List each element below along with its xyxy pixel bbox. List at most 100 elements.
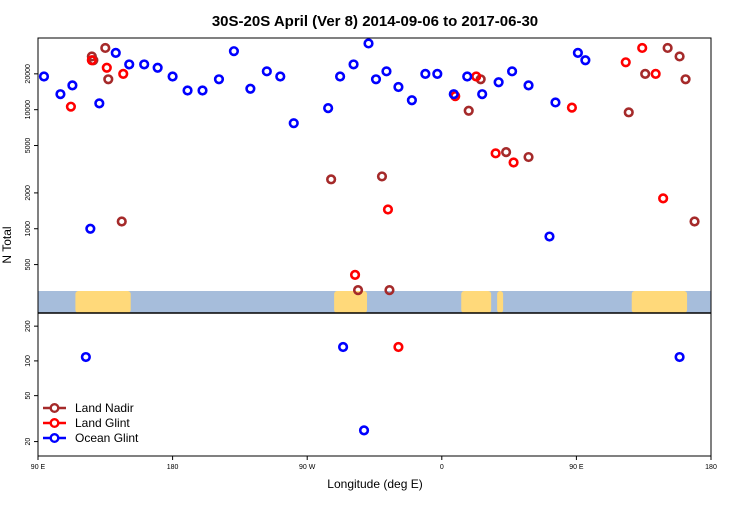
ocean_glint-point [94, 98, 105, 109]
y-tick-label: 500 [25, 259, 32, 271]
land_nadir-point [640, 68, 651, 79]
ocean_glint-point [337, 341, 349, 353]
land_glint-point [658, 193, 669, 204]
ocean_glint-point [67, 80, 78, 91]
ocean_glint-point [213, 74, 225, 85]
land_glint-point [393, 341, 404, 353]
ocean_glint-point [674, 351, 685, 363]
y-tick-label: 20000 [25, 64, 32, 84]
ocean_glint-point [363, 38, 374, 49]
ocean_glint-point [228, 46, 240, 57]
land-band [461, 291, 492, 313]
ocean_glint-point [406, 95, 417, 106]
land_glint-point [382, 204, 394, 215]
land-ocean-band [38, 291, 711, 313]
ocean_glint-point [335, 71, 346, 82]
land_glint-point [101, 62, 112, 73]
x-tick-label: 0 [440, 464, 444, 471]
ocean_glint-point [506, 66, 518, 77]
legend-marker [49, 418, 60, 429]
ocean_glint-point [80, 351, 91, 363]
ocean_glint-point [370, 74, 382, 85]
ocean_glint-point [110, 47, 121, 58]
land_nadir-point [86, 51, 97, 62]
land_nadir-point [662, 42, 673, 54]
land_glint-point [620, 57, 631, 68]
legend-label: Land Glint [75, 416, 130, 430]
land_nadir-point [623, 107, 634, 118]
ocean_glint-point [288, 118, 299, 129]
ocean_glint-point [462, 71, 473, 82]
legend-label: Ocean Glint [75, 431, 139, 445]
land_nadir-point [463, 105, 474, 116]
land_glint-point [349, 269, 361, 280]
ocean_glint-point [477, 89, 488, 100]
ocean-band [38, 291, 711, 313]
land_glint-point [508, 157, 519, 168]
y-tick-label: 5000 [25, 138, 32, 154]
ocean_glint-point [323, 103, 334, 114]
ocean_glint-point [152, 62, 163, 73]
data-points [38, 38, 700, 436]
land_glint-point [490, 148, 501, 159]
x-tick-label: 90 E [31, 464, 46, 471]
plot-frame [37, 37, 712, 457]
land_glint-point [650, 68, 661, 79]
ocean_glint-point [261, 66, 272, 77]
y-tick-label: 10000 [25, 100, 32, 120]
land-band [631, 291, 688, 313]
land_glint-point [566, 102, 578, 113]
ocean_glint-point [523, 80, 534, 91]
y-tick-label: 200 [25, 320, 32, 332]
ocean_glint-point [381, 66, 392, 77]
ocean_glint-point [448, 89, 459, 100]
land_nadir-point [689, 216, 700, 227]
land-band [497, 291, 504, 313]
y-tick-label: 100 [25, 355, 32, 367]
ocean_glint-point [275, 71, 286, 82]
ocean_glint-point [348, 59, 359, 70]
land_glint-point [65, 101, 77, 112]
chart-title: 30S-20S April (Ver 8) 2014-09-06 to 2017… [212, 13, 538, 30]
x-tick-label: 180 [167, 464, 179, 471]
land_glint-point [471, 71, 482, 82]
land_nadir-point [326, 174, 337, 185]
land_nadir-point [352, 285, 364, 296]
y-tick-label: 20 [25, 438, 32, 446]
land_nadir-point [674, 51, 685, 62]
land_glint-point [637, 42, 648, 54]
land_glint-point [118, 68, 129, 79]
y-axis-label: N Total [0, 226, 14, 263]
ocean_glint-point [139, 59, 150, 70]
land_glint-point [86, 55, 97, 66]
axes: 90 E 180 90 W 0 90 E 180 500 1000 2000 5000 10000 2… [25, 37, 717, 471]
legend-label: Land Nadir [75, 401, 134, 415]
ocean_glint-point [85, 223, 96, 234]
ocean_glint-point [493, 77, 504, 88]
land_nadir-point [523, 151, 534, 163]
land_nadir-point [103, 74, 114, 85]
land_nadir-point [100, 42, 111, 54]
ocean_glint-point [38, 71, 50, 82]
ocean_glint-point [124, 59, 135, 70]
ocean_glint-point [55, 89, 66, 100]
x-tick-label: 180 [705, 464, 717, 471]
y-tick-label: 2000 [25, 185, 32, 201]
land_nadir-point [680, 74, 691, 85]
x-tick-label: 90 W [299, 464, 316, 471]
ocean_glint-point [197, 85, 208, 96]
ocean_glint-point [393, 81, 404, 93]
ocean_glint-point [572, 47, 583, 58]
land-band [334, 291, 368, 313]
ocean_glint-point [245, 83, 256, 94]
ocean_glint-point [550, 97, 561, 108]
ocean_glint-point [432, 68, 443, 79]
legend-marker [49, 433, 60, 444]
ocean_glint-point [167, 71, 178, 82]
y-tick-label: 1000 [25, 221, 32, 237]
land_nadir-point [384, 285, 395, 296]
ocean_glint-point [182, 85, 193, 96]
land_nadir-point [376, 171, 388, 182]
